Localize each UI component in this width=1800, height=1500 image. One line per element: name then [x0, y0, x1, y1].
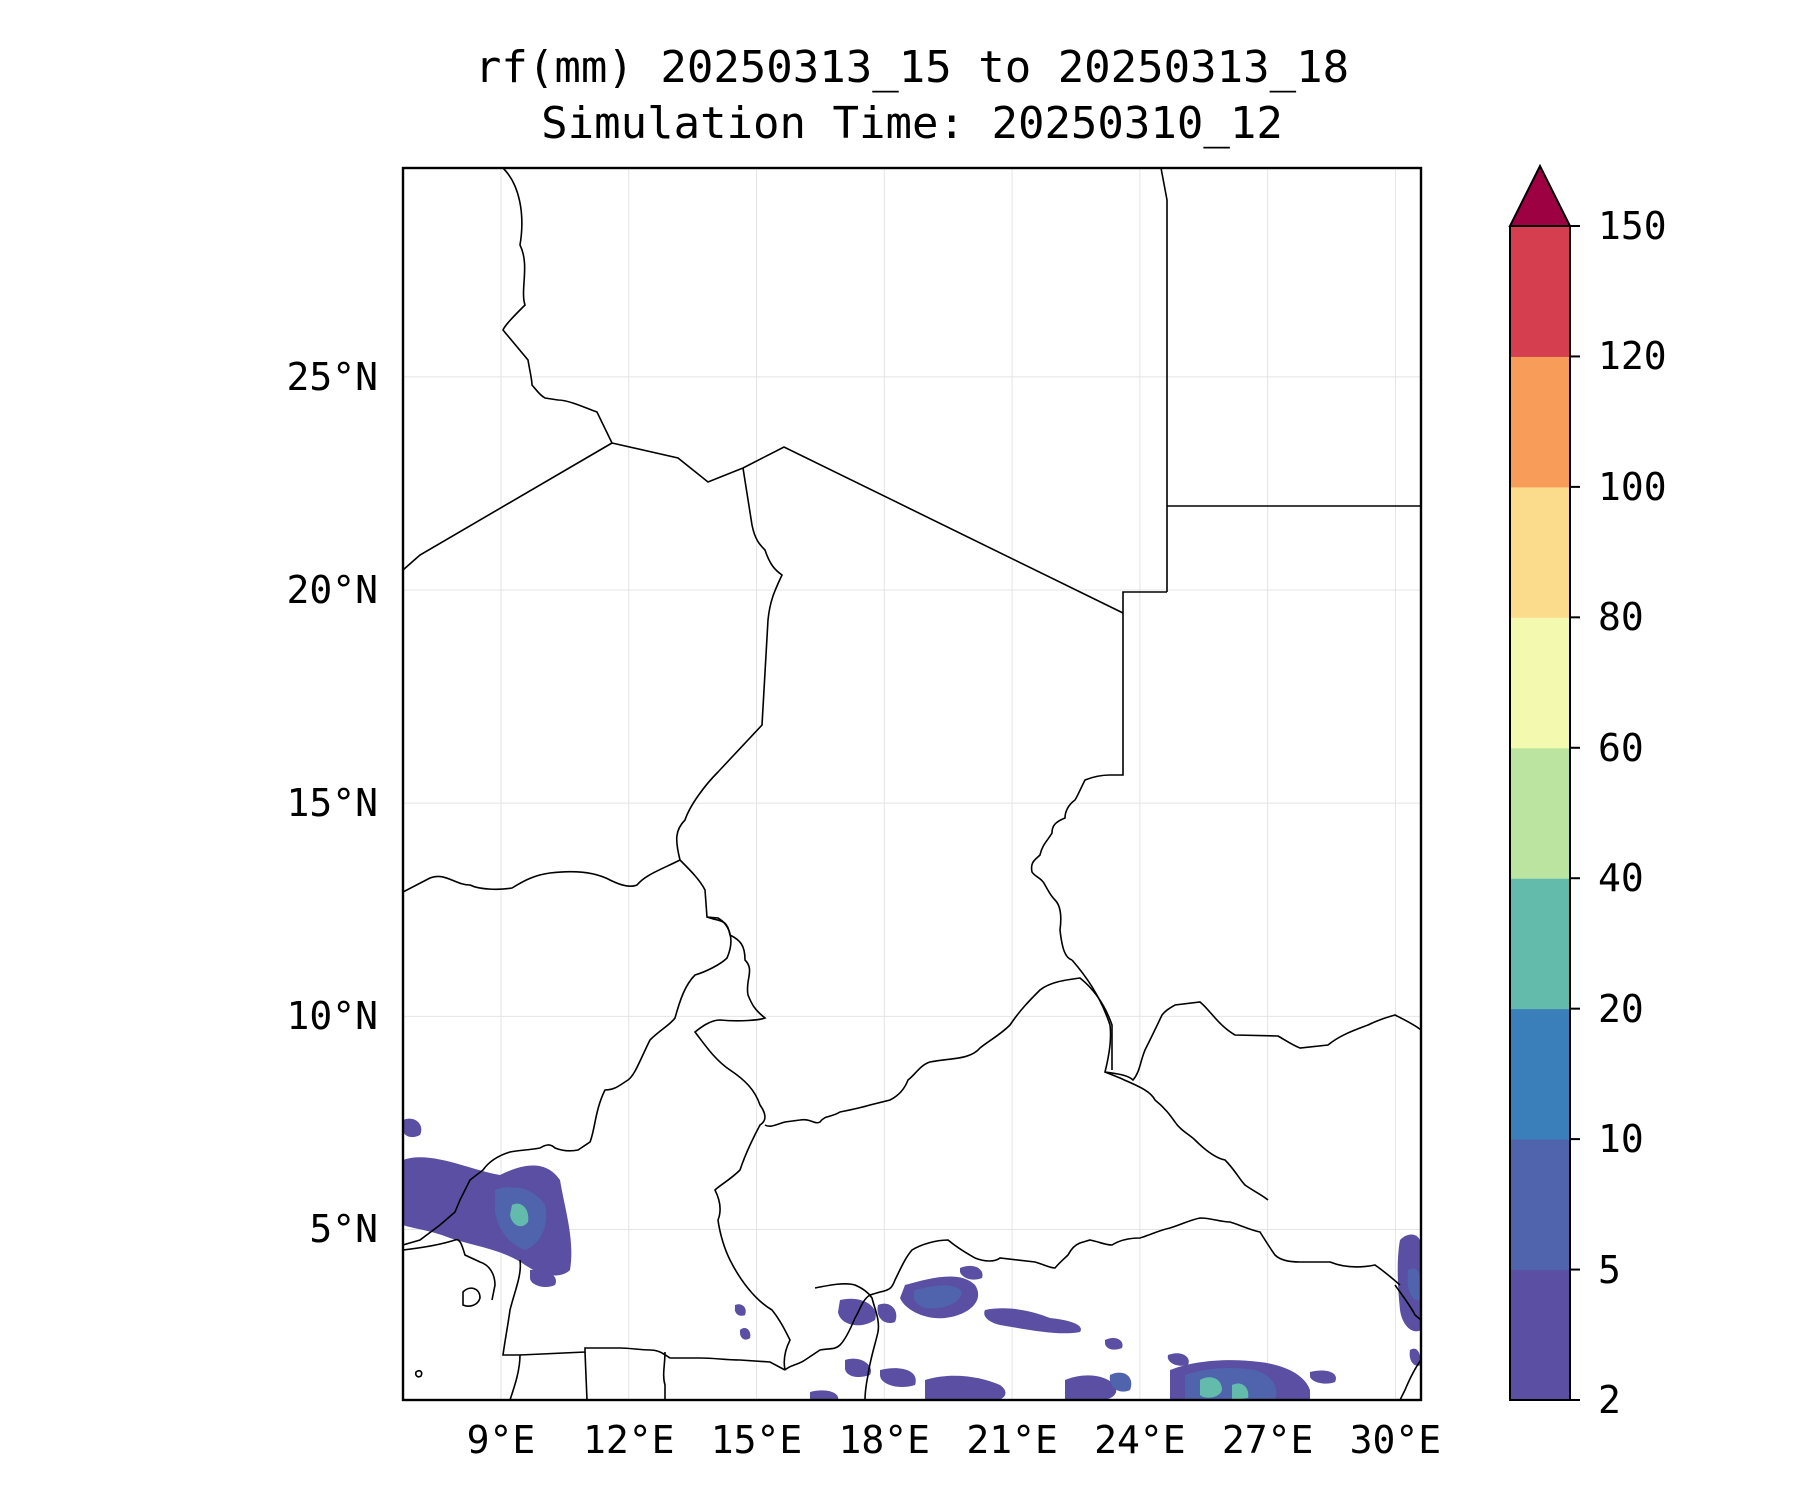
rain-patch: [877, 1303, 897, 1324]
rain-patch: [740, 1327, 751, 1340]
rain-patch: [734, 1304, 746, 1316]
border-south-sudan-east: [1394, 1284, 1421, 1321]
colorbar-tick-label: 100: [1598, 464, 1667, 509]
colorbar-segment: [1510, 226, 1570, 357]
lon-tick-label: 27°E: [1221, 1418, 1314, 1462]
border-congo-drc: [814, 1282, 880, 1400]
lon-tick-label: 15°E: [710, 1418, 803, 1462]
lat-tick-label: 20°N: [286, 568, 378, 613]
graticule: [403, 168, 1421, 1400]
colorbar-tick-label: 10: [1598, 1117, 1644, 1162]
border-uganda: [1399, 1359, 1421, 1400]
country-borders: [403, 168, 1421, 1400]
rain-patch: [1409, 1348, 1421, 1366]
rain-patch: [1232, 1383, 1249, 1400]
lat-tick-label: 15°N: [286, 781, 378, 826]
colorbar-segment: [1510, 1269, 1570, 1401]
rain-patch: [403, 1118, 422, 1138]
rain-patch: [1167, 1353, 1189, 1366]
colorbar: [1508, 163, 1580, 1401]
rain-patch: [810, 1390, 839, 1400]
colorbar-tick-label: 2: [1598, 1378, 1621, 1422]
rain-patch: [1105, 1337, 1123, 1350]
island-bioko: [462, 1287, 481, 1307]
colorbar-tick-label: 120: [1598, 334, 1667, 379]
border-chad-niger: [675, 467, 784, 861]
lat-tick-label: 5°N: [309, 1207, 378, 1252]
coastline-west: [403, 1238, 496, 1301]
rain-patch: [1310, 1370, 1336, 1384]
colorbar-tick-label: 150: [1598, 204, 1667, 248]
rain-patch: [960, 1265, 983, 1280]
border-chad-cameroon: [693, 916, 791, 1371]
border-gabon-congo: [584, 1351, 588, 1400]
map-frame: [401, 166, 1423, 1402]
border-chad-sudan-north: [1122, 591, 1167, 613]
rainfall-field: [403, 1118, 1421, 1400]
rain-patch: [984, 1308, 1081, 1334]
colorbar-segment: [1510, 878, 1570, 1010]
lon-tick-label: 24°E: [1094, 1418, 1186, 1462]
border-niger-libya: [611, 442, 744, 483]
lon-tick-label: 9°E: [466, 1418, 536, 1462]
map-subtitle: Simulation Time: 20250310_12: [541, 98, 1283, 149]
rain-patch: [1109, 1372, 1132, 1392]
colorbar-segment: [1510, 1139, 1570, 1271]
border-cameroon-gabon-congo: [519, 1347, 786, 1371]
border-egypt-libya: [1160, 168, 1168, 592]
lat-tick-label: 25°N: [286, 354, 378, 399]
colorbar-segment: [1510, 617, 1570, 749]
colorbar-tick-label: 20: [1598, 986, 1644, 1031]
lon-tick-label: 21°E: [966, 1418, 1058, 1462]
rain-patch: [845, 1358, 871, 1378]
rain-patch: [913, 1285, 962, 1309]
border-chad-libya: [742, 446, 1124, 614]
colorbar-tick-label: 80: [1598, 595, 1644, 640]
border-car-south: [784, 1217, 1401, 1371]
lon-tick-label: 30°E: [1349, 1418, 1442, 1462]
colorbar-tick-label: 60: [1598, 725, 1644, 770]
colorbar-segment: [1510, 486, 1570, 618]
rain-patch: [880, 1368, 916, 1387]
rain-patch: [925, 1375, 1006, 1400]
rain-patch: [505, 1173, 526, 1188]
island-small: [415, 1369, 423, 1378]
rain-patch: [510, 1203, 529, 1227]
border-niger-algeria: [403, 442, 613, 571]
border-car-sudan: [1071, 959, 1421, 1082]
lat-tick-label: 10°N: [286, 994, 378, 1039]
lon-tick-label: 18°E: [838, 1418, 931, 1462]
border-congo-inner: [662, 1351, 666, 1400]
colorbar-segment: [1510, 747, 1570, 879]
map-title: rf(mm) 20250313_15 to 20250313_18: [474, 42, 1350, 93]
colorbar-tick-label: 5: [1598, 1247, 1621, 1292]
colorbar-extend-triangle: [1508, 163, 1572, 227]
border-chad-car: [764, 977, 1113, 1128]
colorbar-tick-label: 40: [1598, 856, 1644, 901]
colorbar-outline: [1509, 226, 1571, 1401]
rain-patch: [1065, 1375, 1117, 1400]
rain-patch: [1200, 1377, 1222, 1398]
border-niger-nigeria: [403, 859, 681, 893]
rain-patch: [530, 1269, 556, 1288]
colorbar-segment: [1510, 1008, 1570, 1140]
colorbar-segment: [1510, 356, 1570, 488]
border-chad-nigeria-cameroon: [403, 859, 732, 1246]
border-sudan-south-sudan: [1104, 1071, 1269, 1201]
border-nigeria-cameroon-south: [502, 1259, 522, 1400]
rain-patch: [1407, 1268, 1421, 1301]
border-chad-sudan: [1030, 613, 1124, 961]
rain-patch: [840, 1304, 859, 1320]
lon-tick-label: 12°E: [582, 1418, 675, 1462]
border-algeria-libya: [502, 168, 613, 444]
